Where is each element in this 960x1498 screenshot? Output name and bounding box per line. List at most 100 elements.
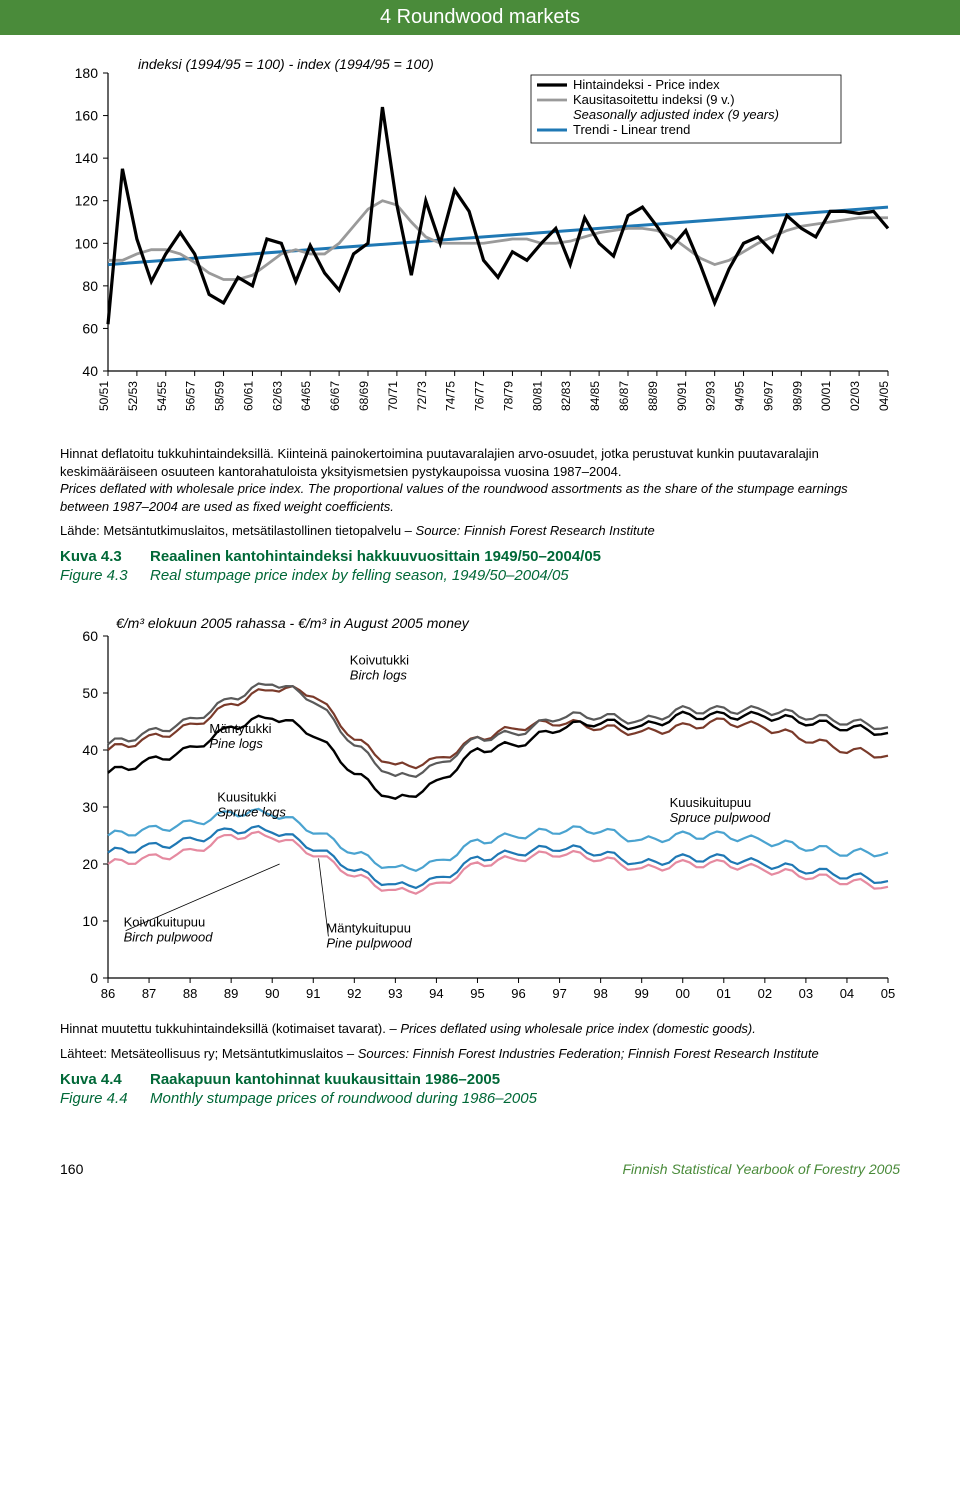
section-header: 4 Roundwood markets bbox=[0, 0, 960, 35]
svg-text:84/85: 84/85 bbox=[588, 381, 602, 411]
svg-text:Birch pulpwood: Birch pulpwood bbox=[124, 930, 214, 945]
svg-text:€/m³ elokuun 2005 rahassa - €/: €/m³ elokuun 2005 rahassa - €/m³ in Augu… bbox=[116, 615, 470, 631]
svg-text:40: 40 bbox=[82, 363, 98, 379]
chart-1-source: Lähde: Metsäntutkimuslaitos, metsätilast… bbox=[60, 523, 900, 538]
svg-text:00/01: 00/01 bbox=[819, 381, 833, 411]
figure-1-title: Kuva 4.3 Reaalinen kantohintaindeksi hak… bbox=[60, 548, 900, 584]
fig1-text-en: Real stumpage price index by felling sea… bbox=[150, 567, 569, 584]
svg-text:02: 02 bbox=[758, 986, 772, 1001]
figure-2-title: Kuva 4.4 Raakapuun kantohinnat kuukausit… bbox=[60, 1071, 900, 1107]
chart-2-source: Lähteet: Metsäteollisuus ry; Metsäntutki… bbox=[60, 1046, 900, 1061]
svg-text:160: 160 bbox=[75, 108, 99, 124]
page-footer: 160 Finnish Statistical Yearbook of Fore… bbox=[0, 1131, 960, 1189]
source1-en: Source: Finnish Forest Research Institut… bbox=[416, 523, 655, 538]
svg-text:100: 100 bbox=[75, 235, 99, 251]
svg-text:89: 89 bbox=[224, 986, 238, 1001]
yearbook-title: Finnish Statistical Yearbook of Forestry… bbox=[622, 1161, 900, 1177]
fig1-label-fi: Kuva 4.3 bbox=[60, 548, 138, 565]
svg-text:Kausitasoitettu indeksi (9 v.): Kausitasoitettu indeksi (9 v.) bbox=[573, 92, 735, 107]
svg-text:04/05: 04/05 bbox=[877, 381, 891, 411]
svg-text:10: 10 bbox=[82, 913, 98, 929]
svg-text:50: 50 bbox=[82, 685, 98, 701]
svg-text:Seasonally adjusted index (9 y: Seasonally adjusted index (9 years) bbox=[573, 107, 779, 122]
notes1-en: Prices deflated with wholesale price ind… bbox=[60, 481, 848, 514]
svg-text:0: 0 bbox=[90, 970, 98, 986]
svg-text:76/77: 76/77 bbox=[473, 381, 487, 411]
svg-text:64/65: 64/65 bbox=[299, 381, 313, 411]
chart-1-svg: 40608010012014016018050/5152/5354/5556/5… bbox=[60, 53, 900, 433]
svg-text:60: 60 bbox=[82, 320, 98, 336]
svg-text:20: 20 bbox=[82, 856, 98, 872]
svg-text:87: 87 bbox=[142, 986, 156, 1001]
fig1-text-fi: Reaalinen kantohintaindeksi hakkuuvuosit… bbox=[150, 548, 601, 565]
source2-fi: Lähteet: Metsäteollisuus ry; Metsäntutki… bbox=[60, 1046, 358, 1061]
svg-text:52/53: 52/53 bbox=[126, 381, 140, 411]
svg-text:indeksi (1994/95 = 100) - inde: indeksi (1994/95 = 100) - index (1994/95… bbox=[138, 56, 434, 72]
svg-text:86/87: 86/87 bbox=[617, 381, 631, 411]
notes2-en: Prices deflated using wholesale price in… bbox=[400, 1021, 756, 1036]
chart-1: 40608010012014016018050/5152/5354/5556/5… bbox=[60, 53, 900, 433]
svg-text:86: 86 bbox=[101, 986, 115, 1001]
svg-text:Mäntytukki: Mäntytukki bbox=[209, 721, 271, 736]
svg-text:Koivutukki: Koivutukki bbox=[350, 653, 409, 668]
svg-text:70/71: 70/71 bbox=[386, 381, 400, 411]
svg-text:Pine logs: Pine logs bbox=[209, 736, 263, 751]
svg-text:Birch logs: Birch logs bbox=[350, 668, 408, 683]
fig1-label-en: Figure 4.3 bbox=[60, 567, 138, 584]
notes2-fi: Hinnat muutettu tukkuhintaindeksillä (ko… bbox=[60, 1021, 400, 1036]
svg-text:02/03: 02/03 bbox=[848, 381, 862, 411]
svg-text:05: 05 bbox=[881, 986, 895, 1001]
svg-text:80: 80 bbox=[82, 278, 98, 294]
chart-1-notes: Hinnat deflatoitu tukkuhintaindeksillä. … bbox=[60, 445, 900, 515]
fig2-label-fi: Kuva 4.4 bbox=[60, 1071, 138, 1088]
svg-text:01: 01 bbox=[717, 986, 731, 1001]
chart-2: 0102030405060868788899091929394959697989… bbox=[60, 608, 900, 1008]
svg-text:94: 94 bbox=[429, 986, 443, 1001]
svg-text:68/69: 68/69 bbox=[357, 381, 371, 411]
svg-text:96/97: 96/97 bbox=[761, 381, 775, 411]
svg-text:Koivukuitupuu: Koivukuitupuu bbox=[124, 915, 206, 930]
svg-text:Kuusitukki: Kuusitukki bbox=[217, 789, 276, 804]
svg-text:78/79: 78/79 bbox=[501, 381, 515, 411]
svg-text:96: 96 bbox=[511, 986, 525, 1001]
svg-text:Pine pulpwood: Pine pulpwood bbox=[326, 936, 412, 951]
svg-text:82/83: 82/83 bbox=[559, 381, 573, 411]
svg-text:60: 60 bbox=[82, 628, 98, 644]
svg-text:90: 90 bbox=[265, 986, 279, 1001]
fig2-label-en: Figure 4.4 bbox=[60, 1090, 138, 1107]
fig2-text-fi: Raakapuun kantohinnat kuukausittain 1986… bbox=[150, 1071, 500, 1088]
chart-2-svg: 0102030405060868788899091929394959697989… bbox=[60, 608, 900, 1008]
svg-text:62/63: 62/63 bbox=[270, 381, 284, 411]
svg-text:97: 97 bbox=[552, 986, 566, 1001]
svg-text:03: 03 bbox=[799, 986, 813, 1001]
svg-text:04: 04 bbox=[840, 986, 854, 1001]
svg-text:66/67: 66/67 bbox=[328, 381, 342, 411]
svg-text:Mäntykuitupuu: Mäntykuitupuu bbox=[326, 921, 411, 936]
svg-text:91: 91 bbox=[306, 986, 320, 1001]
svg-text:Spruce logs: Spruce logs bbox=[217, 804, 286, 819]
svg-text:120: 120 bbox=[75, 193, 99, 209]
svg-text:56/57: 56/57 bbox=[184, 381, 198, 411]
svg-text:74/75: 74/75 bbox=[444, 381, 458, 411]
page-number: 160 bbox=[60, 1161, 83, 1177]
svg-text:98/99: 98/99 bbox=[790, 381, 804, 411]
svg-text:54/55: 54/55 bbox=[155, 381, 169, 411]
svg-text:Kuusikuitupuu: Kuusikuitupuu bbox=[670, 795, 752, 810]
svg-text:30: 30 bbox=[82, 799, 98, 815]
svg-text:Trendi - Linear trend: Trendi - Linear trend bbox=[573, 122, 690, 137]
svg-text:40: 40 bbox=[82, 742, 98, 758]
svg-text:60/61: 60/61 bbox=[241, 381, 255, 411]
source2-en: Sources: Finnish Forest Industries Feder… bbox=[358, 1046, 819, 1061]
svg-text:88/89: 88/89 bbox=[646, 381, 660, 411]
svg-text:50/51: 50/51 bbox=[97, 381, 111, 411]
svg-text:72/73: 72/73 bbox=[415, 381, 429, 411]
source1-fi: Lähde: Metsäntutkimuslaitos, metsätilast… bbox=[60, 523, 416, 538]
svg-text:94/95: 94/95 bbox=[733, 381, 747, 411]
svg-text:00: 00 bbox=[676, 986, 690, 1001]
svg-text:90/91: 90/91 bbox=[675, 381, 689, 411]
svg-text:88: 88 bbox=[183, 986, 197, 1001]
svg-text:140: 140 bbox=[75, 150, 99, 166]
svg-text:99: 99 bbox=[634, 986, 648, 1001]
svg-text:80/81: 80/81 bbox=[530, 381, 544, 411]
svg-text:92/93: 92/93 bbox=[704, 381, 718, 411]
